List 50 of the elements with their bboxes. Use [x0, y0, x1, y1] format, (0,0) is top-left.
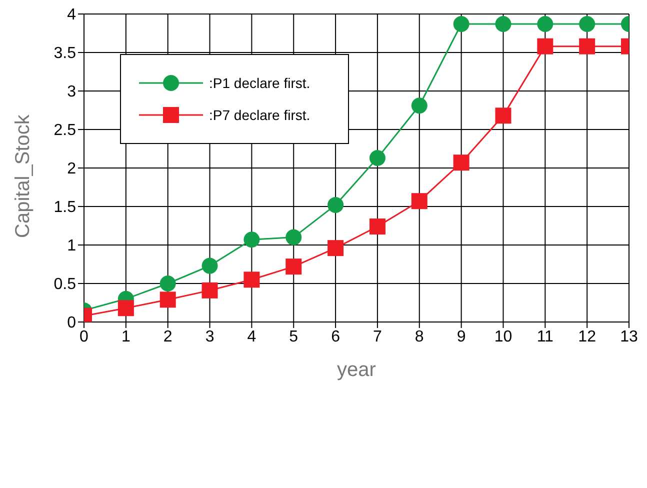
y-tick-label: 1.5: [54, 199, 76, 216]
y-tick-label: 3: [67, 84, 76, 101]
point: [244, 232, 260, 248]
y-axis-title: Capital_Stock: [12, 114, 34, 238]
point: [453, 16, 470, 32]
y-tick-label: 2: [67, 160, 76, 178]
x-tick-label: 4: [247, 328, 256, 346]
point: [579, 38, 596, 54]
x-tick-label: 0: [80, 328, 89, 346]
point: [244, 272, 260, 288]
y-tick-label: 2.5: [54, 122, 76, 140]
x-tick-label: 13: [620, 328, 638, 346]
point: [495, 16, 512, 32]
x-tick-label: 12: [578, 328, 596, 346]
point: [328, 196, 344, 213]
y-tick-label: 1: [67, 238, 76, 255]
y-tick-label: 0: [67, 314, 76, 332]
point: [369, 218, 386, 235]
x-tick-label: 6: [331, 328, 340, 346]
point: [579, 16, 596, 32]
x-tick-label: 11: [536, 328, 554, 346]
y-tick-label: 4: [67, 6, 76, 24]
legend-label: :P1 declare first.: [209, 75, 310, 91]
x-tick-label: 7: [373, 328, 382, 346]
x-tick-label: 1: [121, 328, 130, 346]
y-tick-label: 0.5: [54, 276, 76, 294]
point: [411, 193, 428, 210]
point: [160, 276, 176, 292]
point: [202, 258, 218, 274]
point: [369, 150, 386, 166]
x-tick-label: 3: [205, 328, 214, 346]
x-tick-label: 10: [494, 328, 512, 346]
point: [328, 240, 344, 256]
point: [453, 154, 470, 171]
point: [118, 300, 134, 316]
x-axis-title: year: [337, 359, 376, 381]
x-tick-label: 5: [289, 328, 298, 346]
x-tick-label: 9: [456, 328, 466, 346]
legend-label: :P7 declare first.: [209, 107, 310, 123]
x-tick-label: 8: [414, 328, 424, 346]
point: [202, 282, 218, 298]
point: [537, 16, 554, 32]
y-tick-label: 3.5: [54, 45, 76, 62]
point: [411, 98, 428, 114]
point: [537, 38, 554, 54]
x-tick-label: 2: [163, 328, 172, 346]
point: [495, 108, 512, 124]
point: [286, 229, 302, 246]
point: [286, 258, 302, 275]
point: [160, 292, 176, 308]
